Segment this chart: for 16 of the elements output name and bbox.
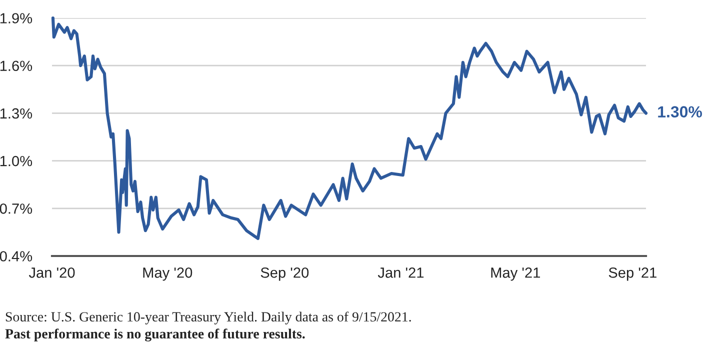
x-tick-label: May '20: [143, 267, 192, 281]
y-tick-label: 1.3%: [0, 108, 32, 119]
x-tick-label: May '21: [491, 267, 540, 281]
y-tick-label: 1.9%: [0, 13, 32, 24]
y-tick-label: 1.0%: [0, 156, 32, 166]
y-tick-label: 0.4%: [0, 251, 32, 262]
x-tick-label: Sep '20: [260, 267, 309, 281]
x-tick-label: Jan '20: [28, 267, 75, 278]
annotation: 1.30%: [658, 106, 702, 118]
y-tick-label: 1.6%: [0, 60, 32, 72]
source-note: Source: U.S. Generic 10-year Treasury Yield. Daily data as of 9/15/2021.: [6, 312, 411, 324]
x-tick-label: Sep '21: [608, 267, 656, 281]
y-tick-label: 0.7%: [0, 204, 32, 214]
x-tick-label: Jan '21: [378, 267, 424, 278]
text: Past performance is no guarantee of future results.: [5, 328, 305, 342]
line-series: [51, 16, 648, 240]
